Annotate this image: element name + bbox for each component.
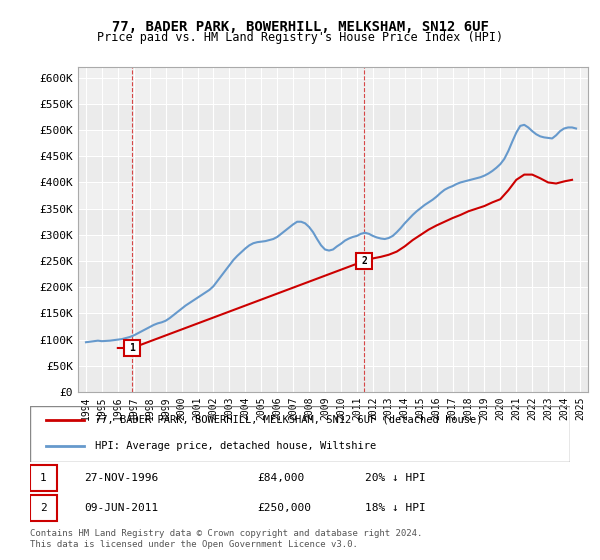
Text: 27-NOV-1996: 27-NOV-1996	[84, 473, 158, 483]
Text: 20% ↓ HPI: 20% ↓ HPI	[365, 473, 425, 483]
Text: 1: 1	[129, 343, 135, 353]
Text: 77, BADER PARK, BOWERHILL, MELKSHAM, SN12 6UF (detached house): 77, BADER PARK, BOWERHILL, MELKSHAM, SN1…	[95, 415, 482, 425]
Bar	[30, 465, 57, 491]
Text: 77, BADER PARK, BOWERHILL, MELKSHAM, SN12 6UF: 77, BADER PARK, BOWERHILL, MELKSHAM, SN1…	[112, 20, 488, 34]
Text: Price paid vs. HM Land Registry's House Price Index (HPI): Price paid vs. HM Land Registry's House …	[97, 31, 503, 44]
Text: HPI: Average price, detached house, Wiltshire: HPI: Average price, detached house, Wilt…	[95, 441, 376, 451]
Text: 1: 1	[40, 473, 47, 483]
Text: 18% ↓ HPI: 18% ↓ HPI	[365, 503, 425, 514]
Bar	[30, 496, 57, 521]
Text: £84,000: £84,000	[257, 473, 304, 483]
Text: 2: 2	[361, 256, 367, 266]
Text: 2: 2	[40, 503, 47, 514]
Text: Contains HM Land Registry data © Crown copyright and database right 2024.
This d: Contains HM Land Registry data © Crown c…	[30, 529, 422, 549]
Text: 09-JUN-2011: 09-JUN-2011	[84, 503, 158, 514]
Text: £250,000: £250,000	[257, 503, 311, 514]
